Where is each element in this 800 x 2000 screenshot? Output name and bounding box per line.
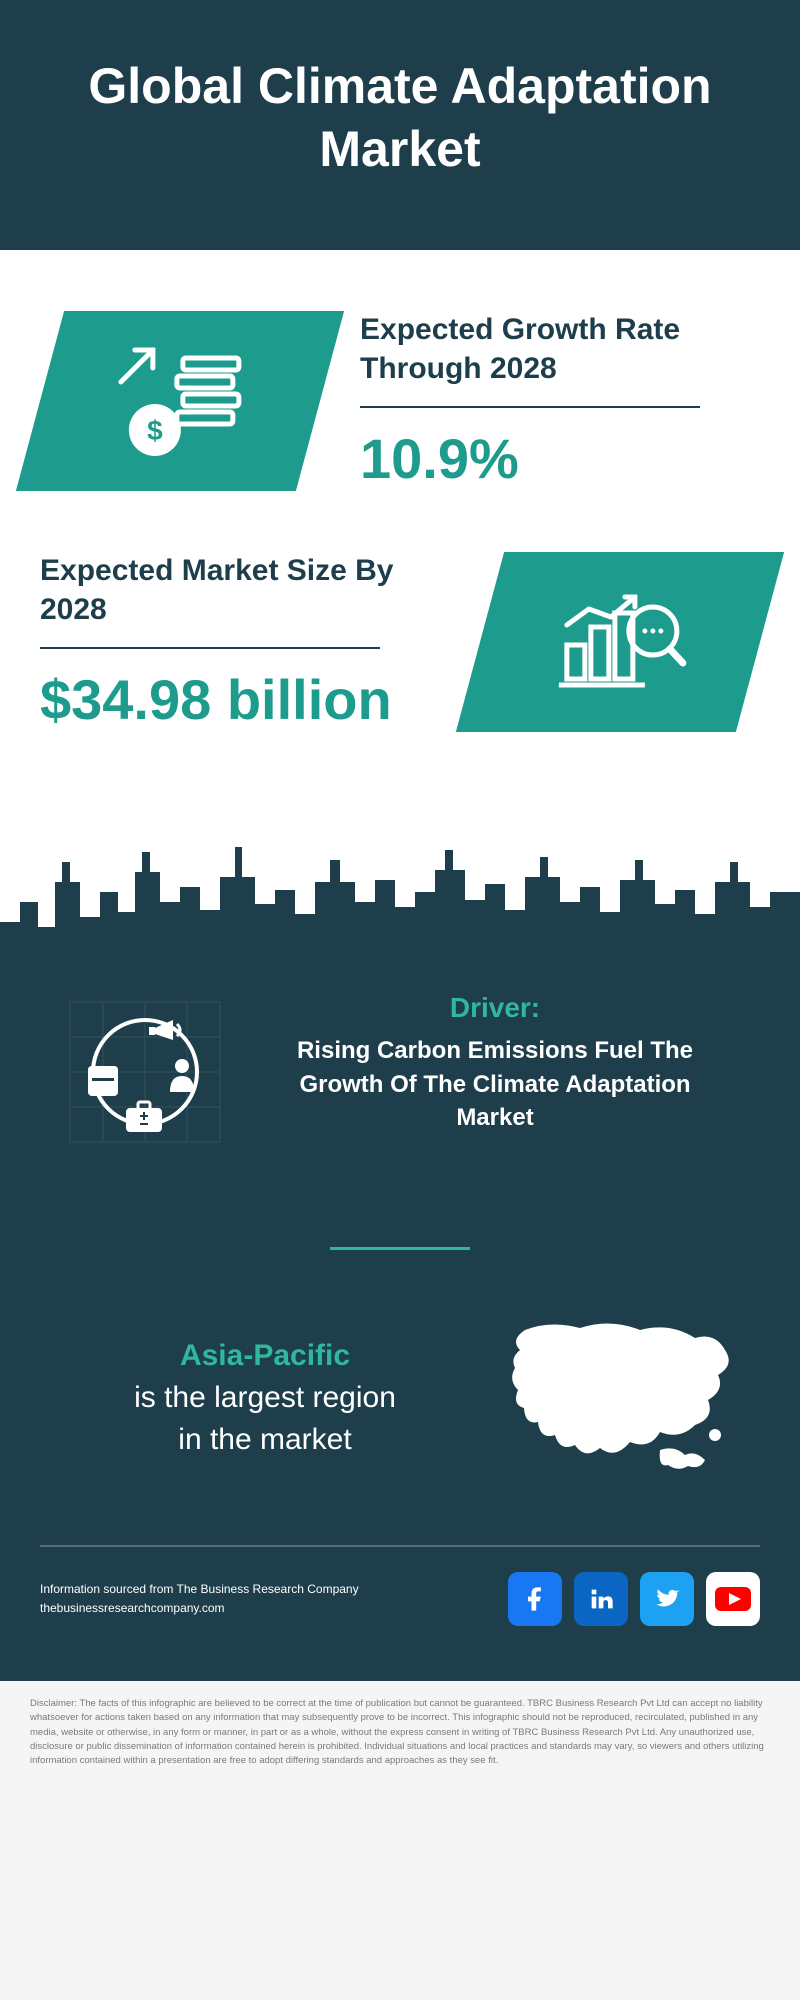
money-growth-icon: $ (105, 333, 255, 463)
growth-rate-icon-box: $ (16, 311, 344, 491)
source-line1: Information sourced from The Business Re… (40, 1580, 359, 1599)
stats-section: $ Expected Growth Rate Through 2028 10.9… (0, 250, 800, 832)
facebook-button[interactable] (508, 1572, 562, 1626)
growth-rate-block: $ Expected Growth Rate Through 2028 10.9… (40, 310, 760, 491)
asia-map-icon (500, 1310, 740, 1480)
linkedin-icon (587, 1585, 615, 1613)
header-banner: Global Climate Adaptation Market (0, 0, 800, 250)
svg-text:$: $ (147, 414, 163, 445)
linkedin-button[interactable] (574, 1572, 628, 1626)
region-line1: is the largest region (134, 1381, 396, 1414)
dark-section: Driver: Rising Carbon Emissions Fuel The… (0, 832, 800, 1681)
market-size-icon-box (456, 552, 784, 732)
main-title: Global Climate Adaptation Market (40, 55, 760, 180)
market-size-label: Expected Market Size By 2028 (40, 551, 440, 629)
region-line2: in the market (178, 1423, 351, 1456)
social-row (508, 1572, 760, 1626)
driver-text: Driver: Rising Carbon Emissions Fuel The… (270, 992, 740, 1135)
network-items-icon (60, 992, 230, 1152)
disclaimer-text: Disclaimer: The facts of this infographi… (0, 1681, 800, 1798)
twitter-icon (653, 1585, 681, 1613)
facebook-icon (521, 1585, 549, 1613)
market-size-text: Expected Market Size By 2028 $34.98 bill… (40, 551, 440, 732)
growth-rate-value: 10.9% (360, 426, 760, 491)
divider (360, 406, 700, 408)
footer: Information sourced from The Business Re… (0, 1547, 800, 1651)
source-text: Information sourced from The Business Re… (40, 1580, 359, 1618)
region-icon-wrap (500, 1310, 740, 1485)
region-text: Asia-Pacific is the largest region in th… (60, 1335, 470, 1461)
divider (40, 647, 380, 649)
growth-rate-text: Expected Growth Rate Through 2028 10.9% (360, 310, 760, 491)
chart-analysis-icon (545, 574, 695, 704)
driver-label: Driver: (270, 992, 720, 1024)
mid-divider (330, 1247, 470, 1250)
driver-description: Rising Carbon Emissions Fuel The Growth … (270, 1034, 720, 1135)
source-line2: thebusinessresearchcompany.com (40, 1599, 359, 1618)
region-block: Asia-Pacific is the largest region in th… (0, 1310, 800, 1545)
growth-rate-label: Expected Growth Rate Through 2028 (360, 310, 760, 388)
market-size-value: $34.98 billion (40, 667, 440, 732)
market-size-block: Expected Market Size By 2028 $34.98 bill… (40, 551, 760, 732)
skyline-silhouette (0, 832, 800, 972)
driver-icon-wrap (60, 992, 230, 1157)
driver-block: Driver: Rising Carbon Emissions Fuel The… (0, 972, 800, 1197)
twitter-button[interactable] (640, 1572, 694, 1626)
youtube-button[interactable] (706, 1572, 760, 1626)
youtube-icon (713, 1585, 753, 1613)
region-highlight: Asia-Pacific (180, 1339, 350, 1372)
